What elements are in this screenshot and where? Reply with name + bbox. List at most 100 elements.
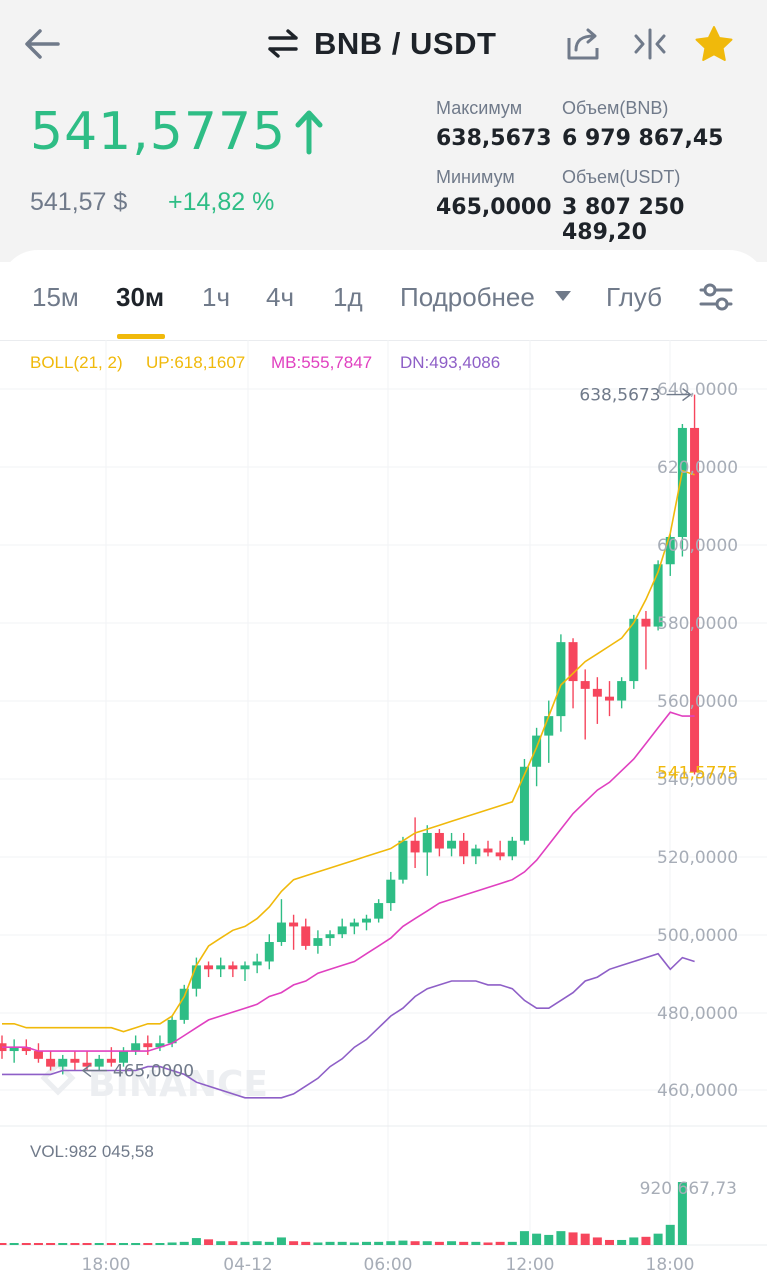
- candle-body: [240, 965, 250, 970]
- candle-body: [349, 922, 359, 927]
- volume-bar: [313, 1242, 323, 1245]
- volume-bar: [228, 1241, 238, 1245]
- y-axis-label: 560,0000: [657, 692, 738, 712]
- volume-label: VOL:982 045,58: [30, 1142, 154, 1161]
- candle-body: [690, 427, 700, 773]
- volume-bar: [677, 1182, 687, 1245]
- y-axis-label: 640,0000: [657, 380, 738, 400]
- volume-bar: [179, 1241, 189, 1245]
- back-arrow-icon[interactable]: [20, 22, 64, 66]
- candle-body: [483, 848, 493, 853]
- low-marker-label: 465,0000: [113, 1062, 194, 1082]
- volume-bar: [568, 1232, 578, 1245]
- volume-bar: [495, 1241, 505, 1245]
- candle-body: [58, 1058, 68, 1067]
- volume-bar: [82, 1243, 92, 1245]
- candle-body: [665, 536, 675, 565]
- volume-bar: [507, 1241, 517, 1245]
- candle-body: [653, 564, 663, 627]
- tab-1h[interactable]: 1ч: [202, 282, 231, 312]
- interval-tabs: 15м 30м 1ч 4ч 1д Подробнее Глуб: [0, 262, 767, 342]
- active-tab-indicator: [117, 334, 165, 339]
- candle-body: [204, 965, 214, 970]
- tab-more[interactable]: Подробнее: [400, 282, 535, 312]
- candle-body: [94, 1058, 104, 1067]
- y-axis-label: 540,0000: [657, 770, 738, 790]
- volume-quote-label: Объем(USDT): [562, 167, 681, 187]
- volume-bar: [422, 1241, 432, 1245]
- pair-title[interactable]: BNB / USDT: [266, 22, 496, 66]
- candle-body: [325, 934, 335, 939]
- candle-body: [155, 1043, 165, 1048]
- volume-bar: [605, 1239, 614, 1245]
- binance-logo-icon: [40, 1060, 76, 1096]
- tabs-divider: [0, 340, 767, 341]
- high-value: 638,5673: [436, 126, 552, 151]
- high-marker-arrow: [666, 388, 692, 402]
- last-price: 541,5775: [30, 102, 324, 162]
- candle-body: [106, 1058, 116, 1063]
- candle-body: [459, 840, 469, 857]
- volume-bar: [374, 1241, 384, 1245]
- candle-body: [337, 926, 347, 935]
- low-marker-arrow: [81, 1063, 107, 1078]
- volume-bar: [471, 1241, 481, 1245]
- caret-down-icon: [555, 291, 571, 301]
- x-axis-label: 18:00: [82, 1255, 131, 1275]
- ticker-header: [0, 0, 767, 262]
- volume-bar: [264, 1241, 274, 1245]
- volume-bar: [21, 1243, 31, 1245]
- volume-bar: [653, 1233, 663, 1245]
- boll-label: BOLL(21, 2): [30, 353, 123, 372]
- candle-body: [289, 922, 299, 927]
- volume-base-label: Объем(BNB): [562, 98, 669, 118]
- volume-bar: [119, 1243, 128, 1245]
- volume-bar: [665, 1224, 675, 1245]
- candle-body: [410, 840, 420, 853]
- star-icon[interactable]: [694, 24, 734, 64]
- pair-label: BNB / USDT: [314, 26, 497, 61]
- tab-15m[interactable]: 15м: [32, 282, 79, 312]
- tab-1d[interactable]: 1д: [333, 282, 363, 312]
- volume-bar: [349, 1242, 359, 1245]
- volume-bar: [58, 1243, 68, 1245]
- candle-body: [46, 1058, 56, 1067]
- candle-body: [21, 1047, 31, 1052]
- x-axis-label: 18:00: [646, 1255, 695, 1275]
- y-axis-label: 480,0000: [657, 1004, 738, 1024]
- chart-panel: [0, 250, 767, 1280]
- share-icon[interactable]: [564, 24, 604, 64]
- low-value: 465,0000: [436, 195, 552, 220]
- volume-bar: [216, 1241, 226, 1245]
- volume-bar: [556, 1231, 566, 1245]
- volume-bar: [46, 1243, 56, 1245]
- candle-body: [301, 926, 311, 946]
- candle-body: [386, 879, 396, 904]
- volume-bar: [544, 1234, 554, 1245]
- tab-depth[interactable]: Глуб: [606, 282, 662, 312]
- volume-bar: [240, 1241, 250, 1245]
- volume-quote-value: 3 807 250 489,20: [562, 195, 685, 245]
- volume-bar: [386, 1241, 396, 1245]
- tab-4h[interactable]: 4ч: [266, 282, 295, 312]
- candle-body: [422, 832, 432, 853]
- candle-body: [495, 852, 505, 857]
- candle-body: [532, 735, 542, 767]
- volume-bar: [167, 1242, 177, 1245]
- volume-bar: [94, 1243, 104, 1245]
- candle-body: [374, 903, 384, 919]
- volume-bar: [276, 1237, 286, 1245]
- last-price-label: 541,5775: [657, 763, 738, 783]
- high-marker-label: 638,5673: [579, 386, 660, 406]
- fiat-price: 541,57 $: [30, 188, 128, 216]
- candle-body: [143, 1043, 153, 1048]
- bollinger-upper-line: [2, 469, 695, 1033]
- compare-icon[interactable]: [630, 24, 670, 64]
- volume-bar: [398, 1240, 408, 1245]
- candlestick-chart[interactable]: BINANCE640,0000620,0000600,0000580,00005…: [0, 340, 767, 1280]
- chart-settings-icon[interactable]: [698, 280, 734, 314]
- volume-bar: [532, 1233, 542, 1245]
- volume-bar: [434, 1241, 444, 1245]
- tab-30m[interactable]: 30м: [116, 282, 165, 312]
- volume-bar: [325, 1241, 335, 1245]
